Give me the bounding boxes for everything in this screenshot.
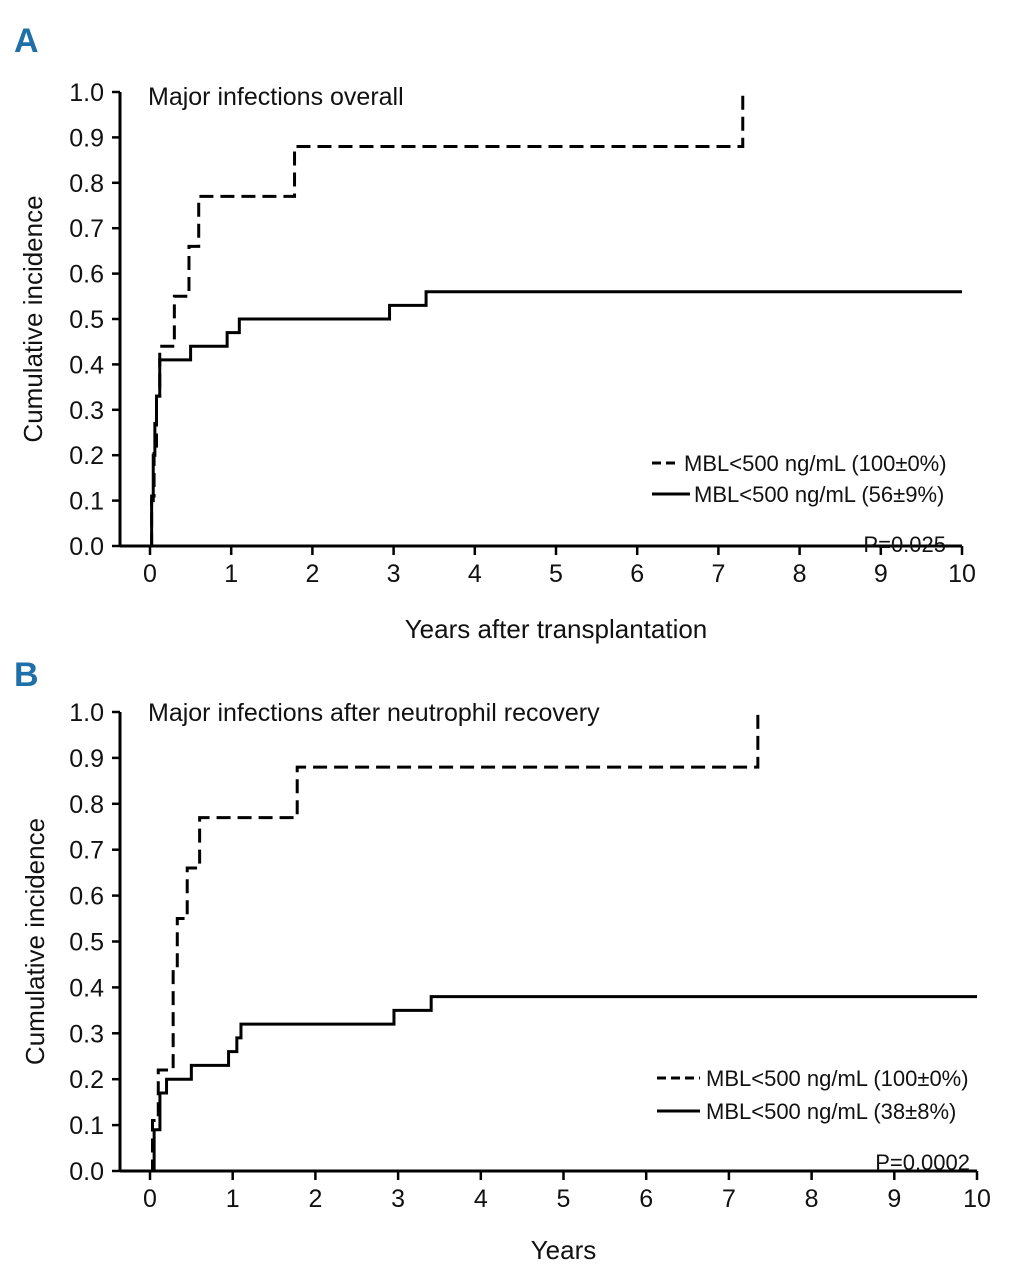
- x-axis-title: Years: [531, 1235, 597, 1265]
- panel-letter: B: [14, 656, 39, 694]
- x-tick-label: 9: [874, 560, 888, 588]
- x-tick-label: 2: [308, 1185, 322, 1213]
- y-tick-label: 0.6: [69, 261, 104, 289]
- x-tick-label: 0: [143, 1185, 157, 1213]
- legend-label: MBL<500 ng/mL (100±0%): [684, 451, 947, 476]
- y-tick-label: 0.0: [69, 533, 104, 561]
- y-tick-label: 0.9: [69, 745, 104, 773]
- x-tick-label: 0: [143, 560, 157, 588]
- x-tick-label: 10: [963, 1185, 991, 1213]
- y-tick-label: 0.1: [69, 488, 104, 516]
- x-tick-label: 3: [391, 1185, 405, 1213]
- x-tick-label: 10: [948, 560, 976, 588]
- y-tick-label: 0.3: [69, 397, 104, 425]
- x-tick-label: 8: [805, 1185, 819, 1213]
- x-tick-label: 1: [226, 1185, 240, 1213]
- p-value: P=0.0002: [875, 1150, 970, 1175]
- chart-title: Major infections overall: [148, 83, 404, 111]
- y-tick-label: 0.5: [69, 306, 104, 334]
- y-tick-label: 0.7: [69, 837, 104, 865]
- series-line-dashed: [150, 712, 760, 1173]
- y-axis-title: Cumulative incidence: [20, 818, 50, 1065]
- y-tick-label: 0.6: [69, 883, 104, 911]
- chart-title: Major infections after neutrophil recove…: [148, 699, 600, 727]
- chart-panel-a: A 0.0 0.1 0.2 0.3 0.4 0.5 0.6 0.7 0.8 0.9 1.0 0 1 2 3 4 5…: [14, 22, 976, 644]
- y-tick-label: 0.4: [69, 351, 104, 379]
- legend-label: MBL<500 ng/mL (100±0%): [706, 1066, 969, 1091]
- x-tick-label: 7: [711, 560, 725, 588]
- y-tick-label: 0.2: [69, 442, 104, 470]
- y-tick-label: 0.7: [69, 215, 104, 243]
- panel-letter: A: [14, 22, 39, 60]
- x-axis-title: Years after transplantation: [405, 614, 708, 644]
- x-tick-label: 1: [224, 560, 238, 588]
- p-value: P=0.025: [863, 532, 946, 557]
- x-tick-label: 2: [305, 560, 319, 588]
- y-tick-label: 0.8: [69, 170, 104, 198]
- x-tick-label: 5: [557, 1185, 571, 1213]
- y-axis-title: Cumulative incidence: [18, 195, 48, 442]
- y-tick-label: 1.0: [69, 699, 104, 727]
- x-tick-label: 3: [387, 560, 401, 588]
- legend-label: MBL<500 ng/mL (56±9%): [694, 482, 944, 507]
- y-tick-label: 0.9: [69, 124, 104, 152]
- x-tick-label: 9: [887, 1185, 901, 1213]
- y-tick-label: 0.3: [69, 1020, 104, 1048]
- x-tick-label: 8: [793, 560, 807, 588]
- x-tick-label: 5: [549, 560, 563, 588]
- series-line-solid: [150, 290, 962, 548]
- y-tick-label: 0.4: [69, 974, 104, 1002]
- legend-label: MBL<500 ng/mL (38±8%): [706, 1099, 956, 1124]
- x-tick-label: 6: [639, 1185, 653, 1213]
- x-tick-label: 6: [630, 560, 644, 588]
- y-tick-label: 1.0: [69, 79, 104, 107]
- y-tick-label: 0.0: [69, 1158, 104, 1186]
- y-tick-label: 0.5: [69, 929, 104, 957]
- y-tick-label: 0.2: [69, 1066, 104, 1094]
- y-tick-label: 0.8: [69, 791, 104, 819]
- y-tick-label: 0.1: [69, 1112, 104, 1140]
- chart-panel-b: B 0.0 0.1 0.2 0.3 0.4 0.5 0.6 0.7 0.8 0.9 1.0 0 1 2 3 4 5…: [14, 656, 991, 1265]
- x-tick-label: 4: [474, 1185, 488, 1213]
- series-line-solid: [150, 995, 977, 1173]
- x-tick-label: 7: [722, 1185, 736, 1213]
- x-tick-label: 4: [468, 560, 482, 588]
